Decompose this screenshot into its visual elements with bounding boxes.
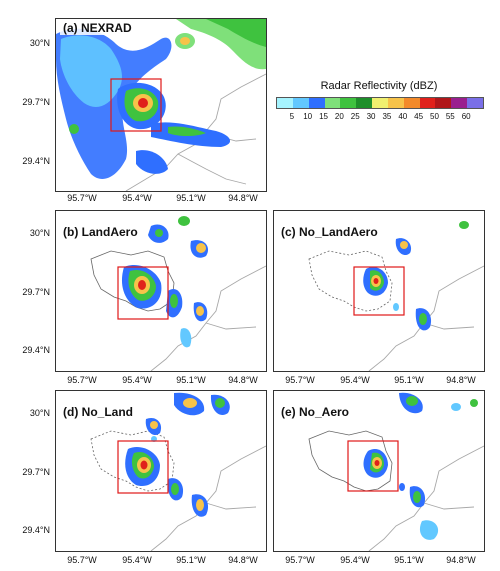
panel-label: (c) No_LandAero [278,225,381,239]
legend-colorbar [276,97,484,109]
panel-d-no-land: (d) No_Land [55,390,267,552]
legend-tick-label: 15 [319,112,328,121]
panel-label: (a) NEXRAD [60,21,135,35]
coastline [150,265,266,371]
legend-swatch [387,98,404,108]
legend-tick-label: 10 [303,112,313,121]
legend-tick-label: 45 [414,112,424,121]
panel-label: (e) No_Aero [278,405,353,419]
legend-tick-label: 40 [398,112,408,121]
lon-label: 94.8°W [446,375,476,385]
legend-tick-label: 25 [350,112,360,121]
lon-label: 94.8°W [228,193,258,203]
map-e [308,392,484,551]
highlight-box [110,78,162,132]
highlight-box [117,440,169,494]
legend-swatch [419,98,436,108]
legend-swatch [277,98,293,108]
urban-boundary [308,250,393,312]
lon-label: 94.8°W [228,375,258,385]
legend-swatch [403,98,420,108]
legend-tick-label: 35 [382,112,392,121]
lon-label: 94.8°W [228,555,258,565]
lon-label: 95.4°W [122,193,152,203]
lon-label: 95.1°W [176,555,206,565]
panel-c-no-landaero: (c) No_LandAero [273,210,485,372]
reflectivity-field [125,392,230,517]
lon-label: 95.1°W [394,555,424,565]
legend-tick-label: 55 [445,112,455,121]
legend-swatch [340,98,357,108]
lon-label: 95.7°W [67,375,97,385]
lon-label: 95.4°W [122,375,152,385]
lon-label: 95.7°W [67,193,97,203]
legend-tick-label: 50 [430,112,439,121]
highlight-box [353,266,405,316]
lat-label: 29.4°N [22,345,50,355]
lon-label: 94.8°W [446,555,476,565]
panel-a-nexrad: (a) NEXRAD [55,18,267,192]
lat-label: 29.7°N [22,97,50,107]
lat-label: 29.7°N [22,467,50,477]
lat-label: 29.4°N [22,156,50,166]
lon-label: 95.7°W [67,555,97,565]
lon-label: 95.1°W [176,375,206,385]
urban-boundary [308,430,393,492]
highlight-box [117,266,169,320]
lon-label: 95.4°W [340,375,370,385]
lon-label: 95.1°W [394,375,424,385]
lat-label: 29.7°N [22,287,50,297]
map-a [56,19,266,191]
reflectivity-field [363,392,478,540]
lon-label: 95.7°W [285,375,315,385]
legend-title: Radar Reflectivity (dBZ) [320,80,438,92]
panel-label: (d) No_Land [60,405,136,419]
panel-b-landaero: (b) LandAero [55,210,267,372]
legend-swatch [435,98,452,108]
urban-boundary [90,430,175,492]
reflectivity-field [56,19,266,179]
reflectivity-legend: Radar Reflectivity (dBZ) 5 10 15 20 25 30 35 40… [274,80,484,125]
highlight-box [347,440,399,492]
legend-swatch [308,98,325,108]
legend-swatch [292,98,309,108]
lon-label: 95.4°W [340,555,370,565]
legend-tick-label: 30 [366,112,376,121]
map-c [308,221,484,371]
panel-label: (b) LandAero [60,225,141,239]
legend-swatch [324,98,341,108]
reflectivity-field [121,216,209,348]
lon-label: 95.7°W [285,555,315,565]
lon-label: 95.4°W [122,555,152,565]
legend-tick-label: 60 [461,112,471,121]
legend-swatch [356,98,373,108]
legend-tick-label: 5 [289,112,295,121]
lat-label: 30°N [29,38,50,48]
legend-tick-label: 20 [334,112,344,121]
legend-swatch [372,98,388,108]
legend-ticks: 5 10 15 20 25 30 35 40 45 50 55 60 [274,112,484,124]
reflectivity-field [363,221,469,331]
panel-e-no-aero: (e) No_Aero [273,390,485,552]
lat-label: 30°N [29,408,50,418]
lon-label: 95.1°W [176,193,206,203]
lat-label: 29.4°N [22,525,50,535]
lat-label: 30°N [29,228,50,238]
legend-swatch [451,98,468,108]
map-b [90,216,266,371]
urban-boundary [90,250,175,312]
legend-swatch [467,98,483,108]
map-d [90,392,266,551]
